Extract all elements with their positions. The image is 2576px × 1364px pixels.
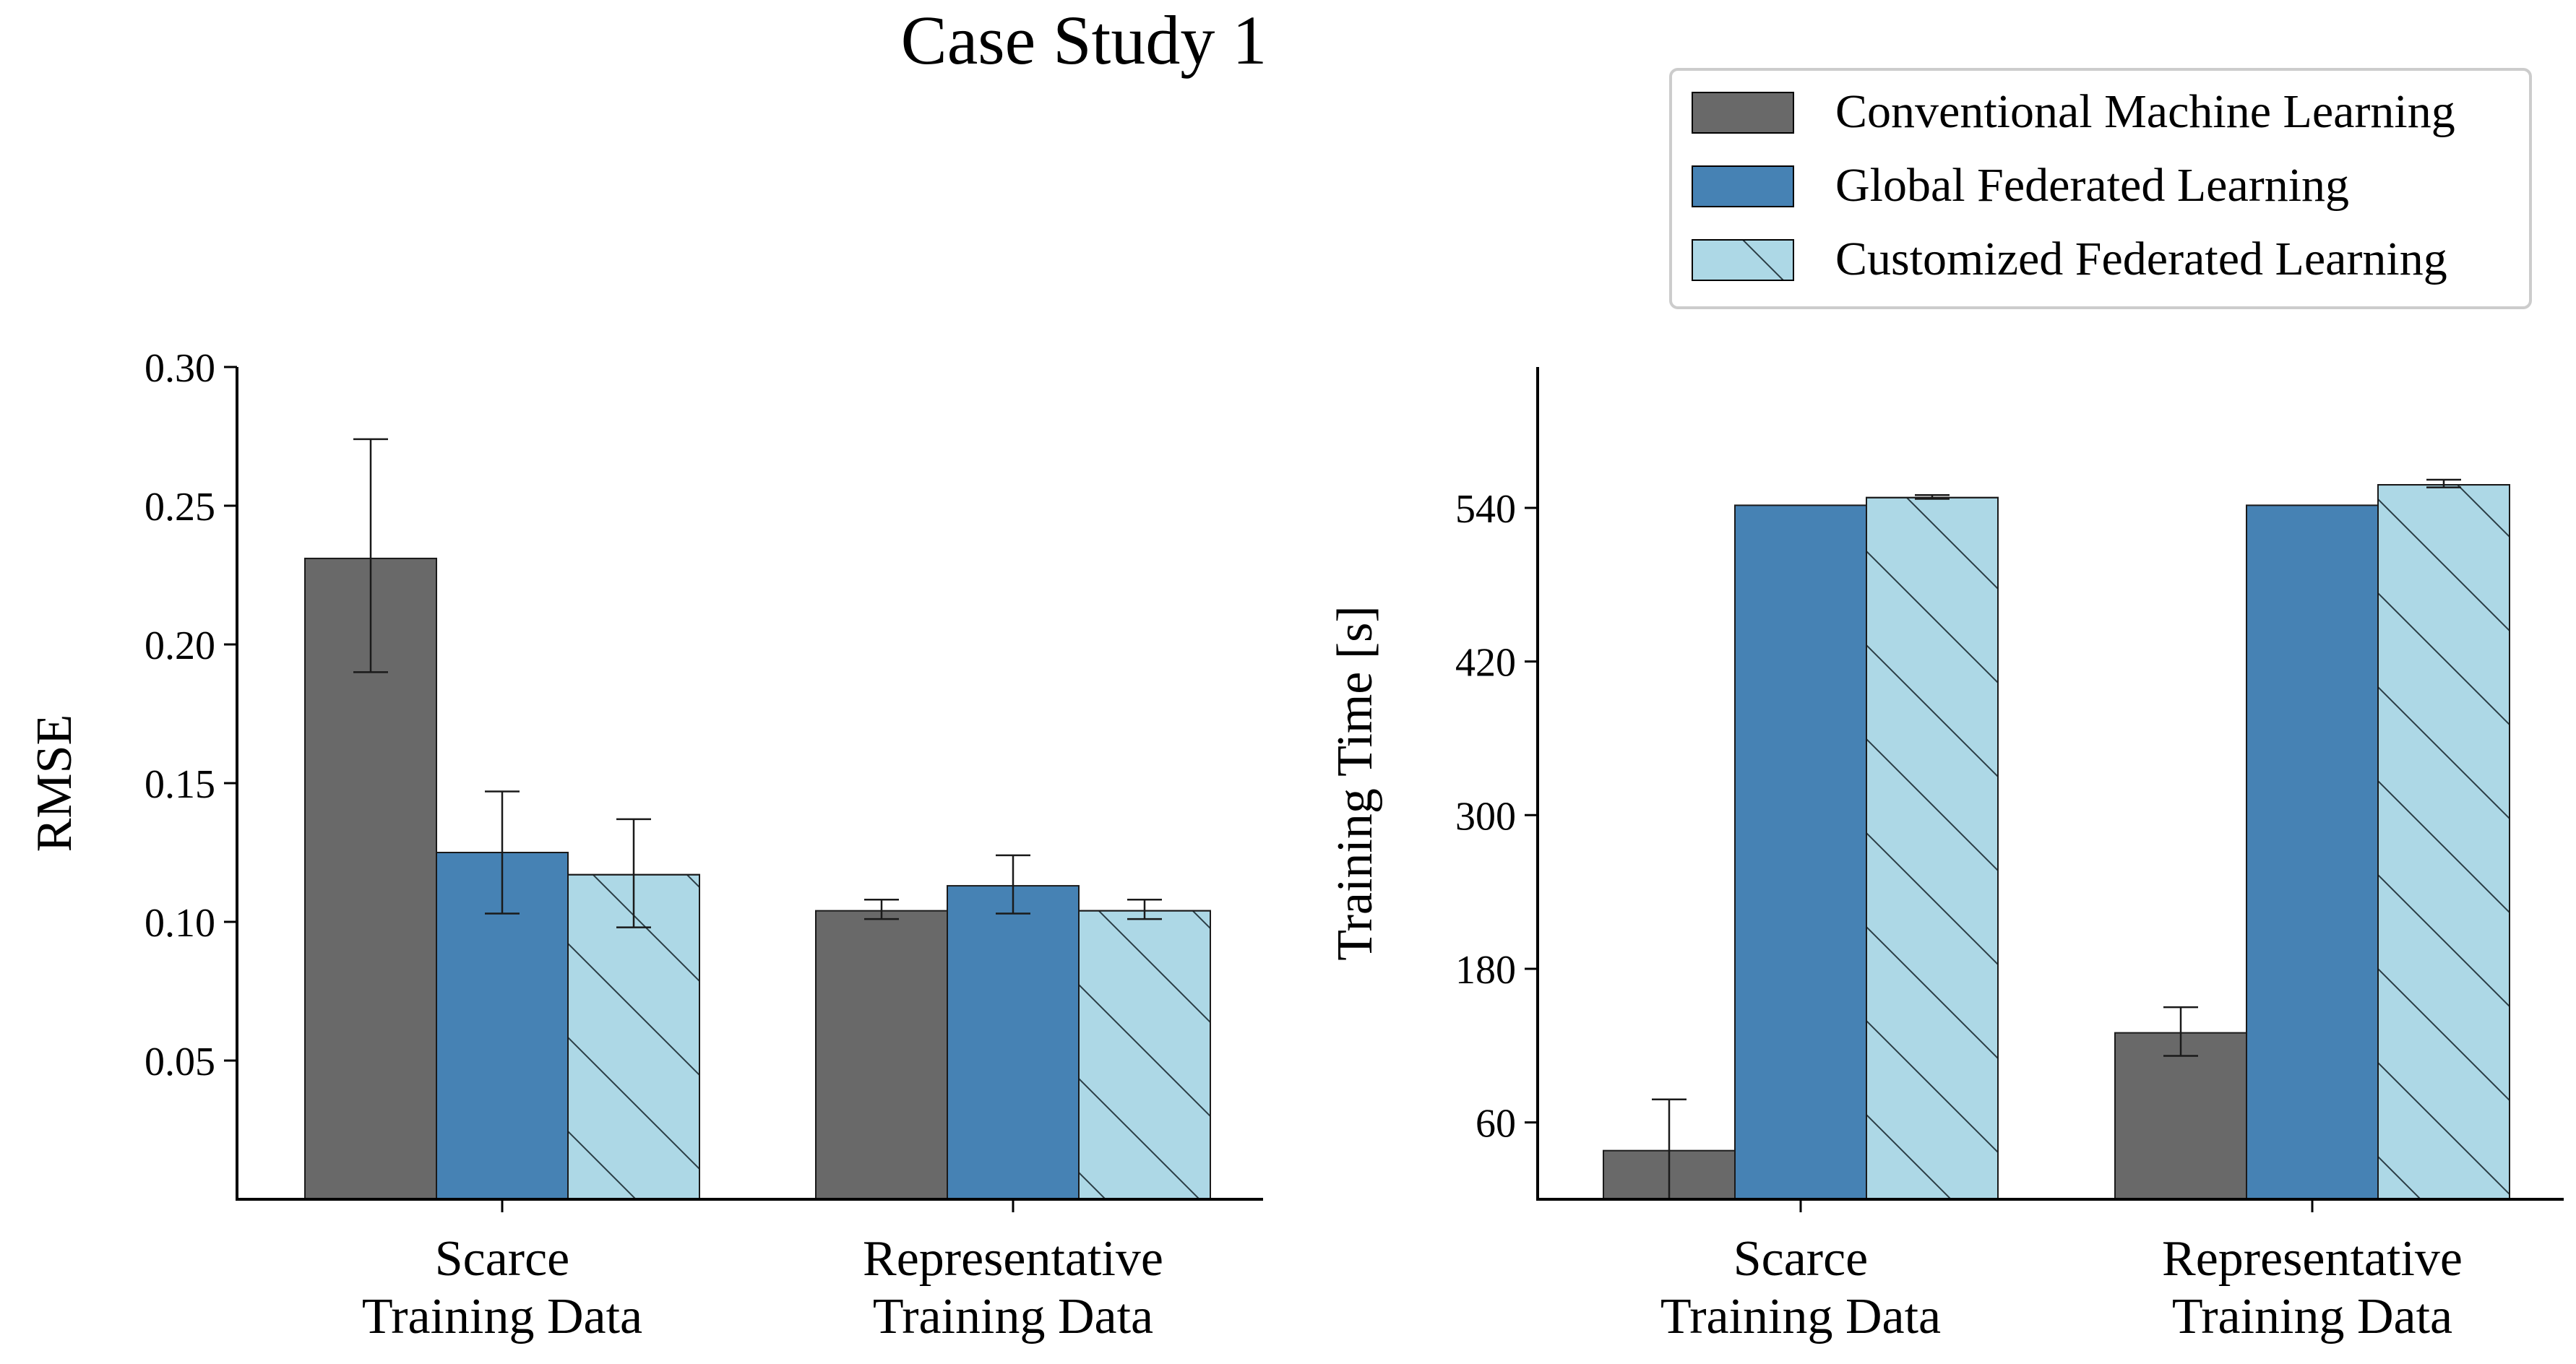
time-y-tick-label: 180 (1455, 948, 1516, 993)
time-x-tick-label: Representative (2162, 1231, 2463, 1287)
legend-label: Global Federated Learning (1835, 159, 2349, 212)
time-y-axis-title: Training Time [s] (1327, 605, 1383, 960)
time-y-tick-label: 60 (1476, 1102, 1516, 1147)
time-bar-global-2 (2246, 504, 2379, 1200)
time-bar-hatch-customized-2 (2377, 484, 2510, 1200)
legend-label: Customized Federated Learning (1835, 233, 2447, 285)
rmse-errorbar-conventional-1 (353, 438, 388, 673)
rmse-y-tick-label: 0.15 (145, 762, 215, 807)
time-y-tick-label: 300 (1455, 794, 1516, 839)
time-x-tick-label: Training Data (2172, 1289, 2452, 1344)
legend-swatch-customized-hatch (1692, 239, 1794, 281)
rmse-y-axis-title: RMSE (27, 715, 82, 852)
rmse-y-tick-label: 0.20 (145, 623, 215, 668)
rmse-bar-global-2 (947, 885, 1080, 1200)
legend-swatch-global (1692, 165, 1794, 207)
rmse-y-tick-label: 0.05 (145, 1040, 215, 1084)
legend-entry: Customized Federated Learning (1692, 233, 2447, 285)
rmse-x-tick-label: Training Data (873, 1289, 1153, 1344)
time-y-tick-label: 540 (1455, 487, 1516, 532)
figure-title: Case Study 1 (901, 1, 1267, 79)
rmse-y-tick-label: 0.30 (145, 346, 215, 391)
time-x-tick-label: Scarce (1733, 1231, 1869, 1287)
rmse-bar-hatch-customized-1 (567, 873, 700, 1200)
rmse-errorbar-customized-2 (1127, 899, 1162, 920)
rmse-errorbar-customized-1 (616, 818, 651, 928)
time-bar-conventional-2 (2114, 1032, 2247, 1200)
time-errorbar-conventional-2 (2163, 1006, 2198, 1057)
time-errorbar-customized-1 (1915, 493, 1950, 500)
rmse-x-tick-label: Training Data (362, 1289, 642, 1344)
time-errorbar-customized-2 (2426, 478, 2461, 488)
rmse-x-tick-label: Scarce (435, 1231, 570, 1287)
rmse-bar-hatch-customized-2 (1078, 910, 1211, 1200)
legend-entry: Conventional Machine Learning (1692, 85, 2455, 138)
legend-entry: Global Federated Learning (1692, 159, 2349, 212)
time-bar-hatch-customized-1 (1866, 496, 1999, 1200)
legend: Conventional Machine Learning Global Fed… (1669, 68, 2532, 309)
legend-label: Conventional Machine Learning (1835, 85, 2455, 138)
rmse-y-tick-label: 0.10 (145, 901, 215, 946)
legend-swatch-conventional (1692, 92, 1794, 134)
rmse-errorbar-global-1 (485, 790, 520, 915)
rmse-bar-conventional-2 (815, 910, 948, 1200)
rmse-x-tick-label: Representative (863, 1231, 1163, 1287)
time-bar-global-1 (1734, 504, 1867, 1200)
rmse-errorbar-global-2 (996, 854, 1030, 915)
rmse-y-tick-label: 0.25 (145, 485, 215, 530)
time-x-tick-label: Training Data (1660, 1289, 1941, 1344)
legend-frame (1669, 68, 2532, 309)
rmse-errorbar-conventional-2 (864, 899, 899, 920)
time-y-tick-label: 420 (1455, 641, 1516, 686)
